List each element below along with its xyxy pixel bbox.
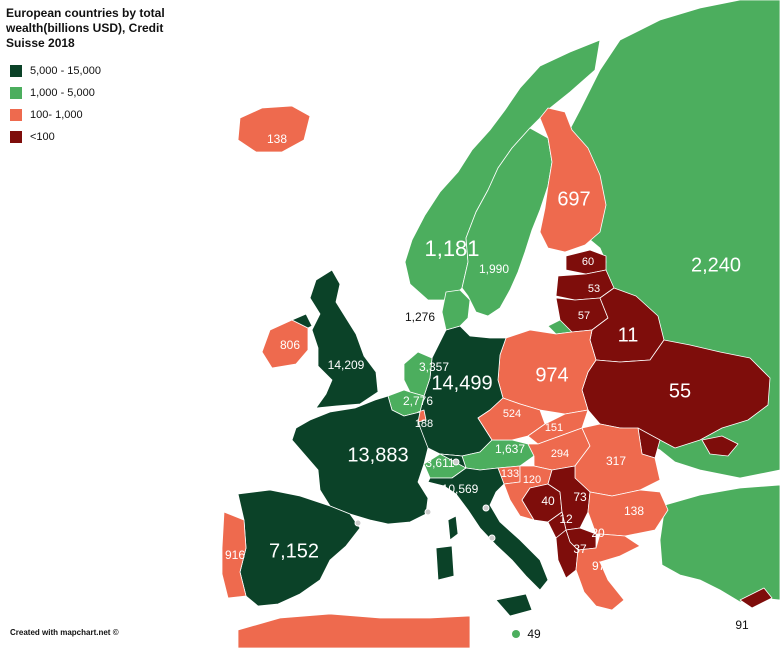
legend-swatch [10,65,22,77]
region-turkey-area[interactable] [659,484,780,603]
label-switzerland: 3,611 [425,456,454,470]
label-belarus: 11 [618,324,639,346]
label-estonia: 60 [582,256,594,268]
region-sardinia[interactable] [435,545,455,581]
legend-label: 1,000 - 5,000 [30,87,95,99]
label-spain: 7,152 [269,540,319,562]
label-germany: 14,499 [431,372,492,394]
legend-swatch [10,87,22,99]
microstate-san-marino-dot[interactable] [482,504,490,512]
label-cyprus: 91 [735,618,749,632]
label-poland: 974 [535,364,568,386]
microstate-monaco-dot[interactable] [424,508,432,516]
region-netherlands[interactable] [403,351,433,397]
label-lithuania: 57 [578,310,590,322]
microstate-vatican-dot[interactable] [488,534,496,542]
label-montenegro: 12 [559,512,573,526]
microstate-liechtenstein-dot[interactable] [452,458,460,466]
label-norway: 1,181 [424,236,479,261]
legend: 5,000 - 15,000 1,000 - 5,000 100- 1,000 … [10,60,101,148]
legend-item-midhigh: 1,000 - 5,000 [10,82,101,104]
region-bulgaria[interactable] [587,489,669,537]
label-austria: 1,637 [495,442,525,456]
label-belgium: 2,776 [403,394,433,408]
title-line-1: European countries by total [6,6,165,20]
label-albania: 37 [573,542,587,556]
label-uk: 14,209 [328,358,365,372]
title-line-3: Suisse 2018 [6,36,75,50]
region-northern-ireland[interactable] [291,313,313,329]
legend-swatch [10,109,22,121]
region-corsica[interactable] [447,515,459,541]
region-north-africa[interactable] [237,613,471,648]
region-portugal[interactable] [221,511,247,599]
label-slovakia: 151 [545,422,563,434]
region-uk[interactable] [309,269,379,409]
microstate-andorra-dot[interactable] [354,519,362,527]
region-sweden[interactable] [461,127,553,317]
label-czech: 524 [503,408,521,420]
label-luxembourg: 188 [415,418,433,430]
region-denmark[interactable] [441,289,471,331]
label-bosnia: 40 [541,494,555,508]
label-hungary: 294 [551,448,569,460]
label-sweden: 1,990 [479,262,509,276]
label-portugal: 916 [225,548,245,562]
label-finland: 697 [557,188,590,210]
legend-label: 5,000 - 15,000 [30,65,101,77]
title-line-2: wealth(billions USD), Credit [6,21,164,35]
label-italy: 10,569 [442,482,479,496]
label-greece: 975 [592,559,612,573]
label-bulgaria: 138 [624,504,644,518]
label-ireland: 806 [280,338,300,352]
legend-item-low: <100 [10,126,101,148]
region-italy[interactable] [427,453,549,591]
map-title: European countries by total wealth(billi… [6,6,166,51]
region-sicily[interactable] [495,593,533,617]
region-iceland[interactable] [237,105,311,153]
label-latvia: 53 [588,283,600,295]
region-greece[interactable] [575,533,641,611]
credit-text: Created with mapchart.net © [10,628,119,637]
region-czech[interactable] [477,397,546,441]
region-cyprus[interactable] [739,587,773,609]
label-russia: 2,240 [691,254,741,276]
region-france[interactable] [291,395,429,525]
label-france: 13,883 [347,444,408,466]
region-ukraine[interactable] [581,339,771,449]
legend-swatch [10,131,22,143]
label-malta: 49 [527,627,541,641]
malta-dot[interactable] [512,630,520,638]
label-macedonia: 20 [591,526,605,540]
label-romania: 317 [606,454,626,468]
legend-label: <100 [30,131,55,143]
label-serbia: 73 [573,490,587,504]
label-slovenia: 133 [501,468,519,480]
legend-item-high: 5,000 - 15,000 [10,60,101,82]
region-crimea[interactable] [701,435,739,457]
label-croatia: 120 [523,474,541,486]
label-ukraine: 55 [669,380,691,402]
label-netherlands: 3,357 [419,360,449,374]
label-denmark: 1,276 [405,310,435,324]
label-iceland: 138 [267,132,287,146]
legend-label: 100- 1,000 [30,109,83,121]
region-finland[interactable] [539,107,607,253]
legend-item-mid: 100- 1,000 [10,104,101,126]
